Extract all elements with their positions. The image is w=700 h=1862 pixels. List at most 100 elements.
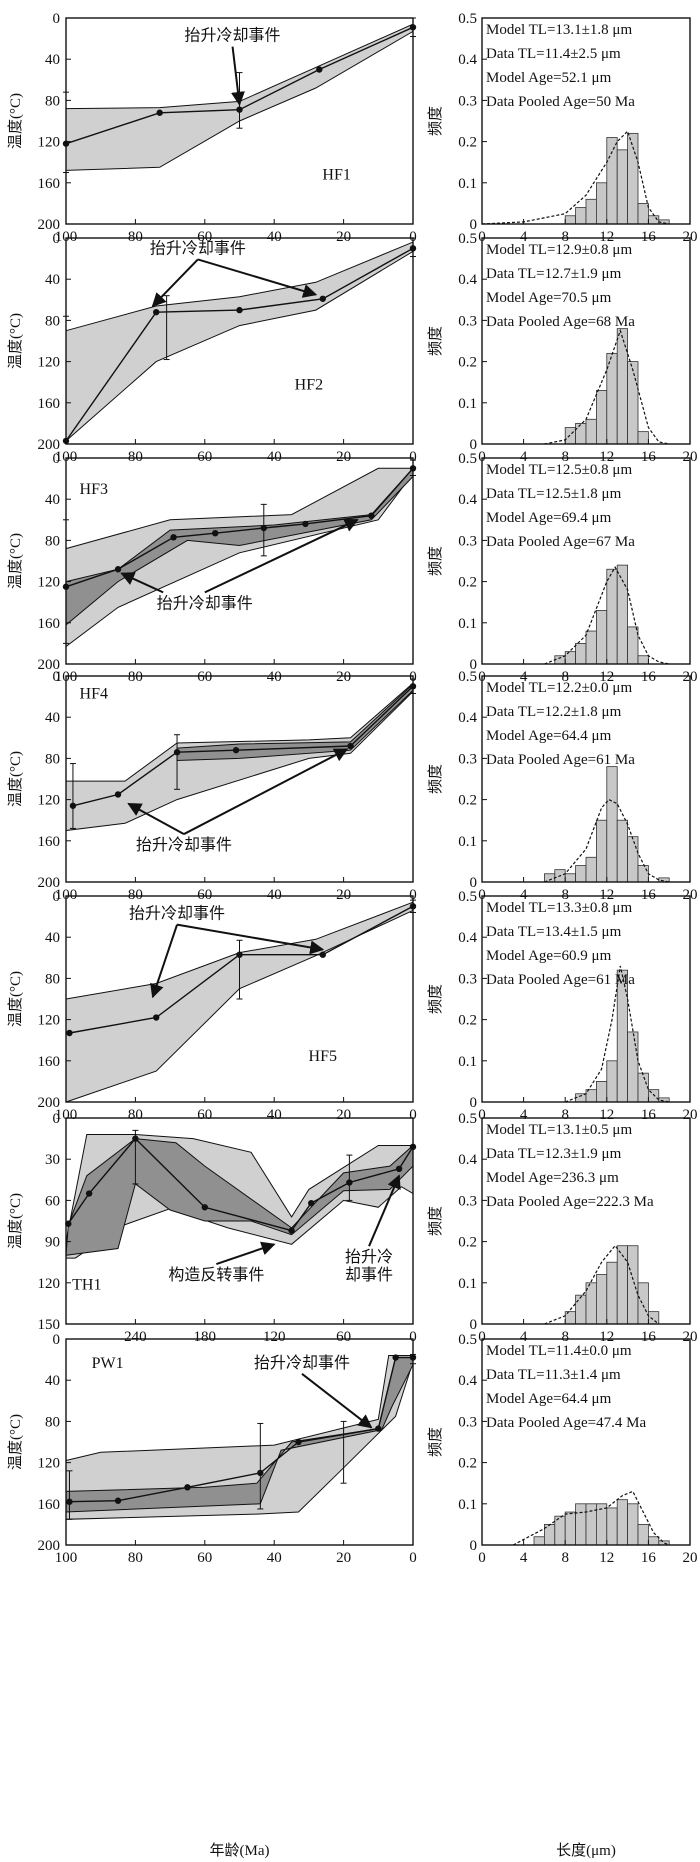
y-tick-label: 0.4 <box>458 52 477 68</box>
x-tick-label: 12 <box>599 1550 614 1566</box>
annotation-label: 构造反转事件 <box>168 1266 264 1284</box>
plot-frame <box>481 675 691 883</box>
x-tick-label: 0 <box>478 887 486 903</box>
y-tick-label: 200 <box>38 1538 61 1554</box>
y-tick-label: 40 <box>45 492 60 508</box>
histogram-bar <box>606 1261 618 1325</box>
data-point <box>232 746 240 754</box>
data-point <box>347 742 354 750</box>
annotation-arrow <box>301 1373 373 1429</box>
y-tick-label: 120 <box>38 355 61 371</box>
x-tick-label: 100 <box>55 887 78 903</box>
x-tick-label: 20 <box>683 449 698 465</box>
y-tick-label: 0.1 <box>458 176 477 192</box>
y-tick-label: 0.3 <box>458 971 477 987</box>
x-tick-label: 40 <box>267 887 282 903</box>
y-tick-label: 200 <box>38 217 61 233</box>
y-tick-label: 40 <box>45 930 60 946</box>
y-tick-label: 200 <box>38 875 61 891</box>
cooling-path <box>72 685 414 807</box>
annotation-arrow <box>368 1174 401 1247</box>
x-tick-label: 4 <box>520 1550 528 1566</box>
x-tick-label: 80 <box>128 449 143 465</box>
x-tick-label: 16 <box>641 1550 657 1566</box>
y-tick-label: 0 <box>53 1111 61 1127</box>
y-tick-label: 80 <box>45 533 60 549</box>
y-tick-label: 40 <box>45 272 60 288</box>
x-tick-label: 60 <box>197 669 212 685</box>
stat-line: Model Age=60.9 μm <box>486 948 612 964</box>
stat-line: Data TL=12.5±1.8 μm <box>486 486 622 502</box>
histogram-bar <box>575 1294 587 1325</box>
stat-line: Data TL=12.7±1.9 μm <box>486 266 622 282</box>
y-tick-label: 160 <box>38 834 61 850</box>
y-tick-label: 0.4 <box>458 272 477 288</box>
x-tick-label: 8 <box>561 1550 569 1566</box>
outer-envelope <box>65 467 414 648</box>
x-tick-label: 20 <box>336 887 351 903</box>
x-tick-label: 8 <box>561 449 569 465</box>
x-tick-label: 0 <box>409 229 417 245</box>
plot-frame <box>481 1117 691 1325</box>
data-point <box>173 749 181 756</box>
histogram-bar <box>564 215 577 225</box>
x-tick-label: 0 <box>478 1107 486 1123</box>
model-curve <box>512 1490 670 1546</box>
data-point <box>156 109 163 116</box>
stat-line: Model TL=12.2±0.0 μm <box>486 680 632 696</box>
x-tick-label: 20 <box>683 887 698 903</box>
plot-frame <box>65 675 414 883</box>
sample-label: HF5 <box>309 1048 337 1065</box>
data-point <box>114 566 122 573</box>
y-tick-label: 0 <box>470 437 478 453</box>
y-tick-label: 0.2 <box>458 1235 477 1251</box>
y-tick-label: 0.5 <box>458 451 477 467</box>
data-point <box>395 1165 403 1173</box>
y-tick-label: 0 <box>470 1538 478 1554</box>
stat-line: Model Age=69.4 μm <box>486 510 612 526</box>
y-tick-label: 0 <box>53 1332 61 1348</box>
data-point <box>236 306 243 314</box>
histogram-bar <box>616 1245 629 1325</box>
x-tick-label: 12 <box>599 1107 614 1123</box>
plot-frame <box>65 1338 414 1546</box>
data-point <box>375 1425 382 1432</box>
y-tick-label: 0.2 <box>458 355 477 371</box>
x-tick-label: 0 <box>409 1550 417 1566</box>
x-tick-label: 100 <box>55 229 78 245</box>
y-tick-label: 120 <box>38 575 61 591</box>
annotation-arrow <box>127 802 185 835</box>
x-tick-label: 0 <box>478 1329 486 1345</box>
annotation-label: 抬升冷 <box>345 1248 393 1266</box>
y-axis-label: 频度 <box>427 106 444 136</box>
sample-label: HF4 <box>80 686 108 703</box>
stat-line: Model Age=70.5 μm <box>486 290 612 306</box>
y-axis-label: 温度(°C) <box>7 1193 24 1249</box>
histogram-bar <box>637 202 649 225</box>
inner-envelope <box>176 683 414 762</box>
data-point <box>236 106 243 113</box>
data-point <box>288 1227 295 1234</box>
plot-frame <box>65 17 414 225</box>
plot-frame <box>65 237 414 445</box>
y-axis-label: 温度(°C) <box>7 1414 24 1470</box>
y-axis-label: 温度(°C) <box>7 93 24 149</box>
stat-line: Model TL=12.9±0.8 μm <box>486 242 632 258</box>
x-tick-label: 8 <box>561 229 569 245</box>
x-tick-label: 20 <box>683 229 698 245</box>
data-point <box>236 951 243 958</box>
y-tick-label: 0 <box>470 217 478 233</box>
y-axis-label: 温度(°C) <box>7 971 24 1027</box>
x-tick-label: 60 <box>197 449 212 465</box>
x-tick-label: 20 <box>683 1329 698 1345</box>
y-tick-label: 160 <box>38 176 61 192</box>
x-tick-label: 16 <box>641 229 657 245</box>
x-tick-label: 40 <box>267 229 282 245</box>
x-tick-label: 100 <box>55 1107 78 1123</box>
x-tick-label: 0 <box>409 449 417 465</box>
